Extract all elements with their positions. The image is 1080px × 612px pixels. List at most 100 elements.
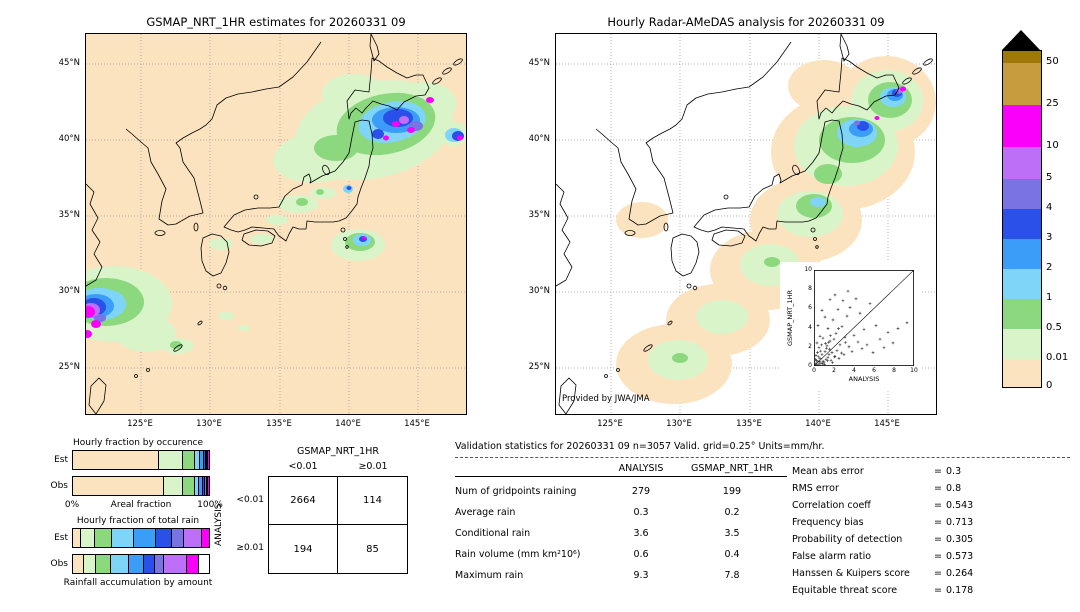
scatter-point: [837, 327, 840, 330]
contingency-cell: 194: [269, 525, 338, 573]
right-map-title: Hourly Radar-AMeDAS analysis for 2026033…: [607, 15, 885, 29]
inset-x-tick-label: 8: [892, 367, 896, 374]
equals-sign: =: [934, 466, 942, 477]
lat-tick-label: 25°N: [528, 362, 550, 372]
scatter-point: [831, 361, 834, 365]
scatter-point: [816, 324, 820, 328]
scatter-point: [818, 360, 821, 364]
scatter-point: [823, 363, 826, 366]
equals-sign: =: [934, 585, 942, 596]
inset-y-tick-label: 6: [808, 304, 812, 312]
equals-sign: =: [934, 551, 942, 562]
areal-fraction-label: Areal fraction: [110, 500, 172, 510]
lon-tick-label: 130°E: [196, 419, 222, 429]
colorbar-tick-label: 0.01: [1046, 352, 1069, 363]
validation-rows: Num of gridpoints raining 279 199 Average r…: [455, 481, 787, 586]
bar-row-label: Obs: [50, 481, 69, 491]
scatter-point: [819, 349, 822, 353]
scatter-point: [828, 339, 832, 343]
colorbar-tick-label: 0.5: [1046, 322, 1062, 333]
score-label: False alarm ratio: [792, 551, 872, 562]
colorbar-segment: [1003, 147, 1041, 179]
scatter-point: [841, 299, 845, 303]
inset-x-tick-label: 2: [832, 367, 836, 374]
contingency-col-header: <0.01: [288, 461, 318, 472]
colorbar-overflow-triangle: [1002, 30, 1040, 50]
scatter-points: [814, 289, 909, 366]
x-max-label: 100%: [197, 500, 223, 510]
gsmap-column-header: GSMAP_NRT_1HR: [691, 463, 773, 474]
scatter-point: [830, 351, 834, 354]
scatter-point: [842, 353, 846, 356]
score-value: 0.3: [946, 466, 962, 477]
scatter-point: [829, 334, 832, 338]
bar-segment: [208, 477, 209, 495]
scatter-point: [818, 334, 822, 338]
scatter-point: [817, 362, 821, 366]
scatter-point: [886, 331, 890, 334]
equals-sign: =: [934, 500, 942, 511]
scatter-point: [850, 350, 854, 353]
bar-row-label: Obs: [50, 559, 69, 569]
contingency-row-group: ANALYSIS: [214, 503, 224, 547]
bar-segment: [205, 451, 207, 469]
lon-tick-label: 125°E: [127, 419, 153, 429]
score-value: 0.264: [946, 568, 974, 579]
bar-segment: [155, 529, 173, 547]
analysis-column-header: ANALYSIS: [618, 463, 664, 474]
scatter-point: [846, 289, 850, 293]
scatter-point: [905, 321, 909, 325]
bar-segment: [207, 451, 209, 469]
colorbar-segment: [1003, 63, 1041, 105]
colorbar-segment: [1003, 299, 1041, 329]
stat-value-gsmap: 3.5: [724, 528, 740, 539]
stat-row: Conditional rain 3.6 3.5: [455, 523, 787, 544]
equals-sign: =: [934, 517, 942, 528]
japan-coastlines: [86, 34, 463, 414]
scatter-point: [854, 297, 858, 301]
bar-segment: [73, 451, 159, 469]
scatter-point: [827, 341, 830, 344]
scatter-point: [820, 353, 824, 356]
bar-segment: [206, 451, 208, 469]
score-value: 0.573: [946, 551, 974, 562]
stat-value-gsmap: 0.4: [724, 549, 740, 560]
left-map-title: GSMAP_NRT_1HR estimates for 20260331 09: [146, 15, 406, 29]
score-line: False alarm ratio = 0.573: [792, 548, 973, 565]
scatter-point: [845, 314, 849, 318]
contingency-column-group: GSMAP_NRT_1HR: [297, 446, 379, 457]
bar-segment: [83, 555, 97, 573]
scatter-point: [878, 337, 882, 341]
scatter-point: [819, 361, 823, 365]
stacked-bar: [72, 450, 210, 470]
inset-xlabel: ANALYSIS: [848, 375, 880, 383]
bar-segment: [128, 555, 144, 573]
scatter-point: [826, 355, 830, 359]
bar-segment: [73, 529, 82, 547]
scatter-point: [814, 357, 817, 361]
stat-value-analysis: 9.3: [633, 570, 649, 581]
stacked-bar: [72, 528, 210, 548]
equals-sign: =: [934, 568, 942, 579]
bar-row-label: Est: [54, 455, 68, 465]
bar-segment: [134, 529, 156, 547]
score-line: Correlation coeff = 0.543: [792, 497, 973, 514]
lat-tick-label: 40°N: [58, 134, 80, 144]
scatter-point: [816, 359, 820, 363]
score-value: 0.543: [946, 500, 974, 511]
scatter-point: [836, 307, 840, 311]
scatter-point: [848, 306, 852, 309]
lon-tick-label: 135°E: [266, 419, 292, 429]
scatter-point: [826, 359, 829, 363]
bar-segment: [205, 477, 207, 495]
bar-segment: [81, 529, 95, 547]
score-label: Equitable threat score: [792, 585, 898, 596]
inset-x-tick-label: 0: [812, 367, 816, 374]
stat-label: Rain volume (mm km²10⁶): [455, 549, 581, 560]
inset-ylabel: GSMAP_NRT_1HR: [786, 289, 794, 347]
scatter-point: [826, 327, 830, 330]
scatter-point: [832, 337, 836, 341]
bar-segment: [200, 451, 204, 469]
contingency-row-header: ≥0.01: [236, 543, 264, 553]
